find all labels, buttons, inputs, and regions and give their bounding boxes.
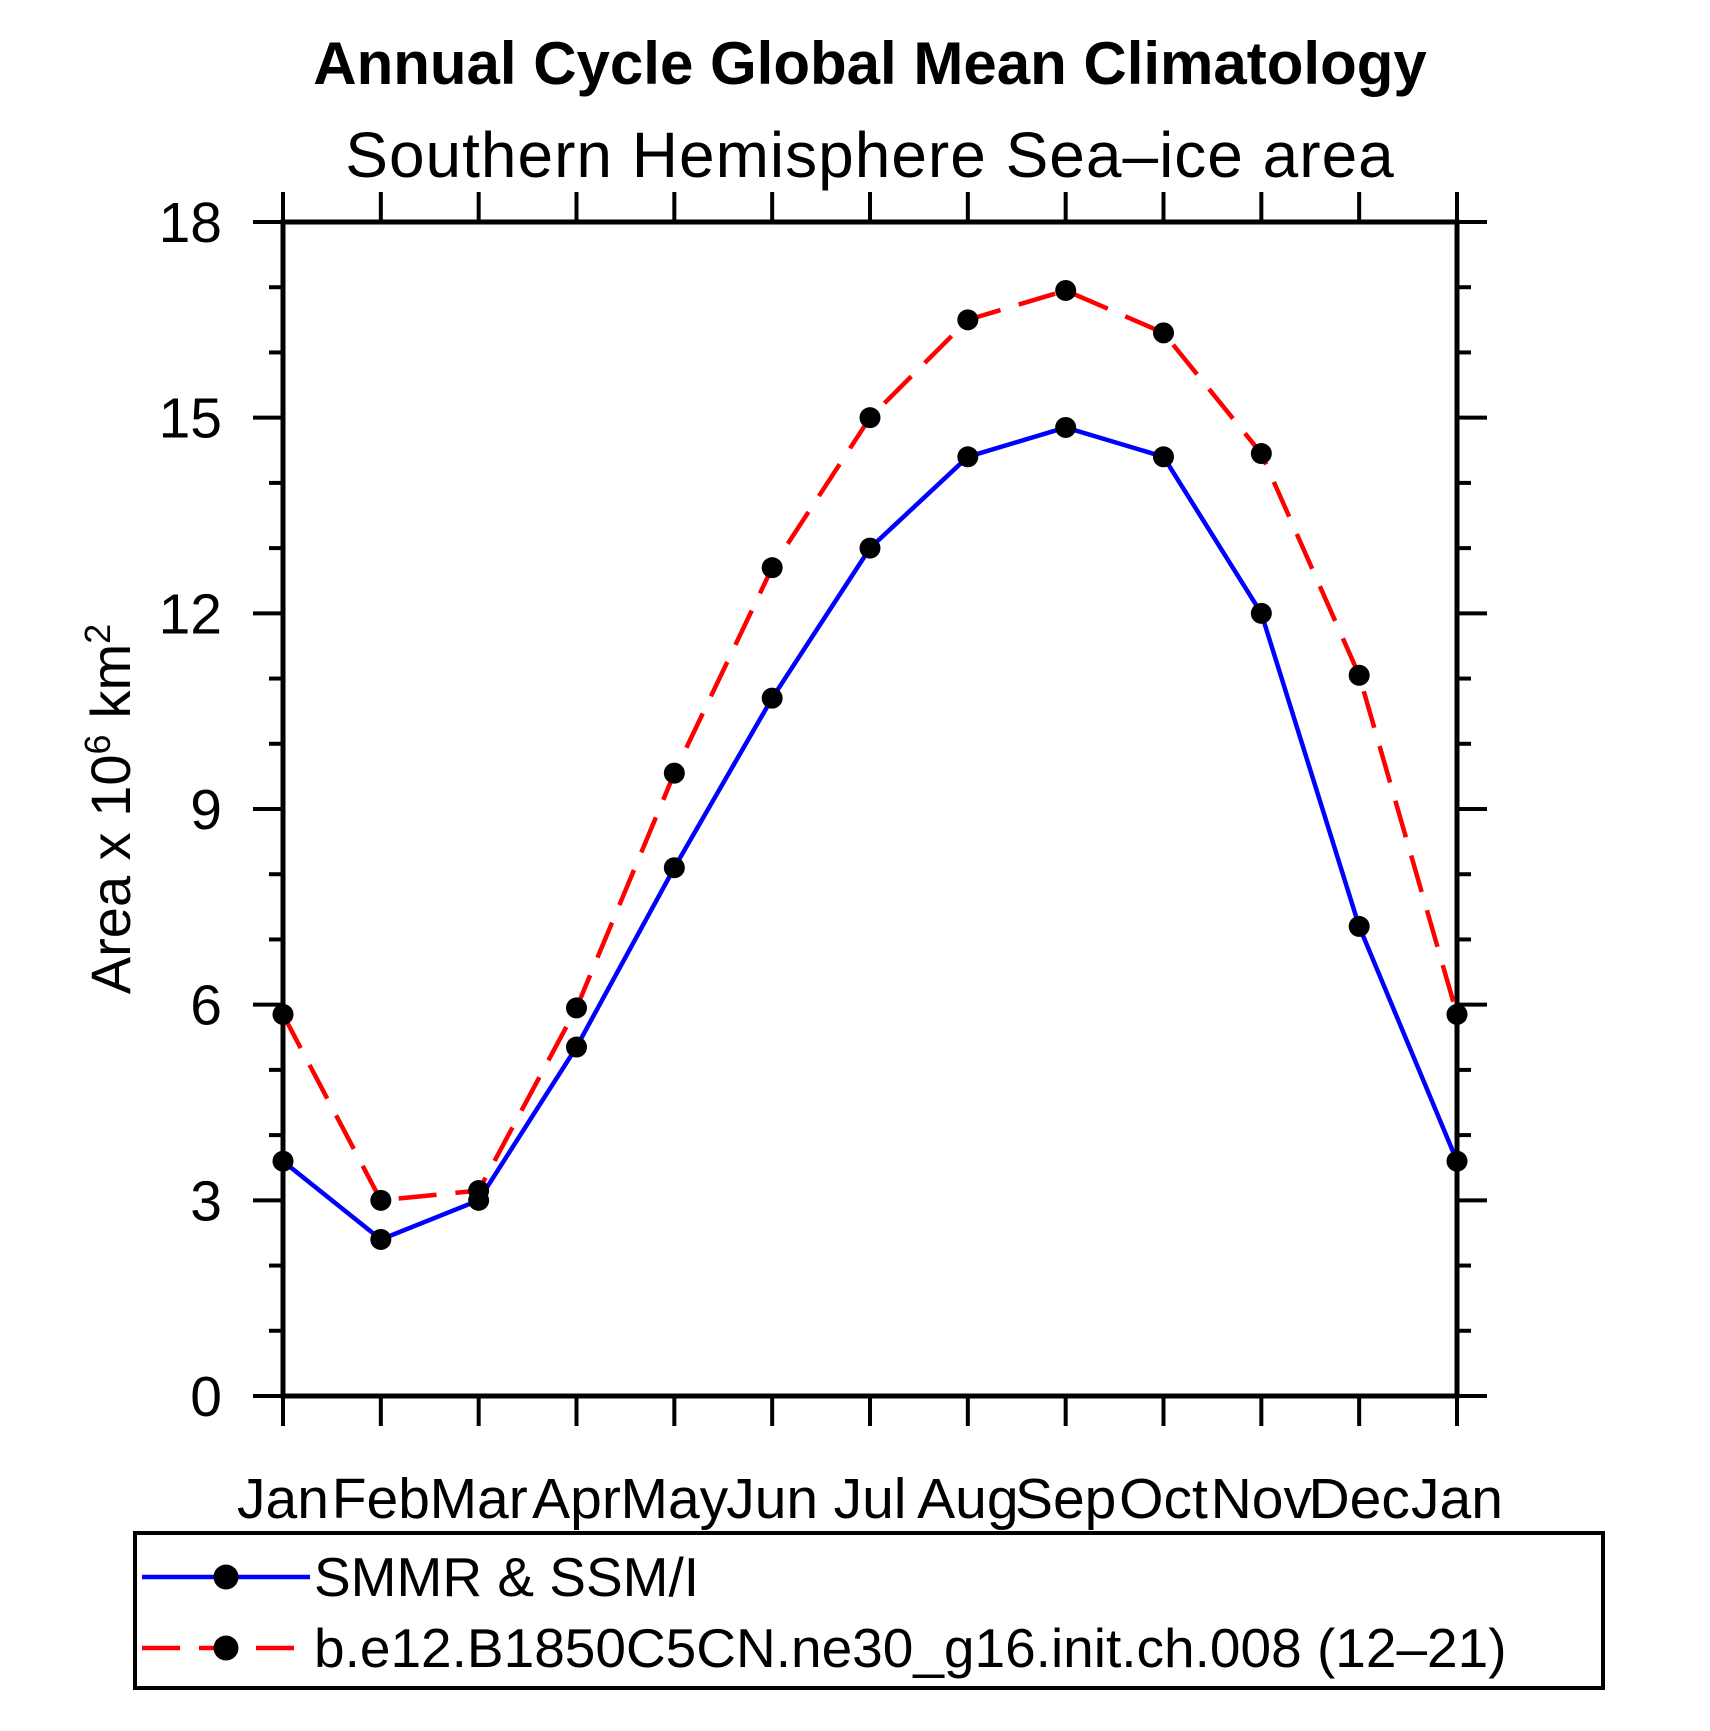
data-point-marker [859, 407, 881, 429]
data-series [272, 279, 1468, 1250]
x-tick-label: Jan [1411, 1467, 1503, 1531]
data-point-marker [1153, 446, 1174, 468]
data-point-marker [1348, 915, 1370, 937]
legend-marker [213, 1564, 239, 1590]
x-tick-label: Dec [1308, 1467, 1409, 1531]
data-point-marker [468, 1180, 490, 1202]
y-axis-title: Area x 106km2 [77, 624, 142, 994]
x-tick-label: Feb [332, 1467, 430, 1531]
data-point-marker [859, 537, 881, 559]
data-point-marker [761, 557, 783, 579]
data-point-marker [1250, 443, 1272, 465]
data-point-marker [272, 1003, 294, 1025]
legend-item: b.e12.B1850C5CN.ne30_g16.init.ch.008 (12… [142, 1617, 1507, 1679]
data-point-marker [761, 687, 783, 709]
y-tick-label: 12 [159, 582, 222, 646]
data-point-marker [1446, 1003, 1468, 1025]
x-tick-label: Apr [532, 1467, 621, 1531]
data-point-marker [370, 1228, 392, 1250]
y-tick-label: 18 [159, 191, 222, 255]
y-tick-label: 9 [190, 778, 222, 842]
x-tick-label: Jul [834, 1467, 907, 1531]
data-point-marker [1348, 664, 1370, 686]
legend-box [133, 1531, 1605, 1690]
data-point-marker [1250, 602, 1272, 624]
x-tick-label: Nov [1211, 1467, 1313, 1531]
data-point-marker [957, 446, 979, 468]
x-tick-label: Jun [726, 1467, 818, 1531]
x-tick-label: Sep [1015, 1467, 1116, 1531]
data-point-marker [1055, 279, 1077, 301]
x-tick-label: Jan [237, 1467, 329, 1531]
data-point-marker [272, 1150, 294, 1172]
series-smmr-ssmi [272, 416, 1468, 1250]
y-tick-label: 3 [190, 1169, 222, 1233]
x-tick-label: Mar [430, 1467, 528, 1531]
legend-marker [213, 1635, 239, 1661]
data-point-marker [957, 309, 979, 331]
data-point-marker [1446, 1150, 1468, 1172]
data-point-marker [663, 762, 685, 784]
chart-subtitle: Southern Hemisphere Sea–ice area [345, 119, 1395, 191]
data-point-marker [1153, 322, 1174, 344]
legend-label: b.e12.B1850C5CN.ne30_g16.init.ch.008 (12… [314, 1617, 1507, 1679]
legend: SMMR & SSM/I b.e12.B1850C5CN.ne30_g16.ini… [133, 1531, 1605, 1690]
legend-items: SMMR & SSM/I b.e12.B1850C5CN.ne30_g16.ini… [142, 1546, 1507, 1679]
series-model [272, 279, 1468, 1211]
y-tick-label: 6 [190, 974, 222, 1038]
chart-title: Annual Cycle Global Mean Climatology [313, 30, 1427, 97]
data-point-marker [566, 997, 587, 1019]
x-tick-label: May [620, 1467, 728, 1531]
data-point-marker [566, 1036, 587, 1058]
data-point-marker [1055, 416, 1077, 438]
plot-frame [280, 219, 1460, 1399]
legend-label: SMMR & SSM/I [314, 1546, 699, 1608]
data-point-marker [663, 857, 685, 879]
y-tick-label: 0 [190, 1365, 222, 1429]
data-point-marker [370, 1189, 392, 1211]
y-tick-label: 15 [159, 387, 222, 451]
legend-item: SMMR & SSM/I [142, 1546, 699, 1608]
x-tick-label: Aug [917, 1467, 1018, 1531]
x-tick-label: Oct [1119, 1467, 1208, 1531]
